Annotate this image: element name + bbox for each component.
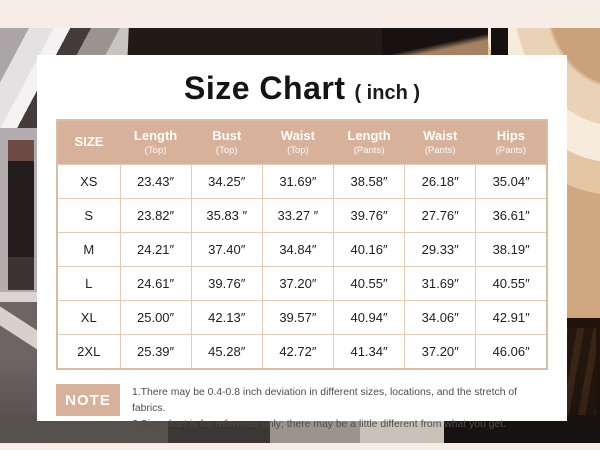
- measurement-cell: 35.83 ″: [190, 198, 263, 233]
- measurement-cell: 24.61″: [119, 266, 192, 301]
- measurement-cell: 38.58″: [332, 164, 406, 199]
- column-header: Hips (Pants): [475, 120, 547, 165]
- measurement-cell: 31.69″: [261, 164, 334, 199]
- measurement-cell: 37.20″: [404, 334, 477, 370]
- door-step-photo: [0, 292, 42, 302]
- size-label-cell: XS: [56, 164, 121, 199]
- column-header: Waist (Pants): [404, 120, 476, 165]
- measurement-cell: 40.94″: [332, 300, 406, 335]
- measurement-cell: 24.21″: [119, 232, 192, 267]
- measurement-cell: 37.40″: [190, 232, 263, 267]
- size-label-cell: S: [56, 198, 121, 233]
- measurement-cell: 36.61″: [475, 198, 548, 233]
- size-label-cell: L: [56, 266, 121, 301]
- measurement-cell: 39.57″: [261, 300, 334, 335]
- note-section: NOTE 1.There may be 0.4-0.8 inch deviati…: [56, 384, 549, 433]
- size-chart-table: SIZE Length (Top) Bust (Top) Waist (Top) Length…: [56, 119, 548, 370]
- title-text: Size Chart: [183, 70, 346, 106]
- measurement-cell: 25.39″: [119, 334, 192, 370]
- measurement-cell: 42.91″: [475, 300, 548, 335]
- measurement-cell: 41.34″: [332, 334, 406, 370]
- measurement-cell: 33.27 ″: [261, 198, 334, 233]
- size-table-body: XS 23.43″ 34.25″ 31.69″ 38.58″ 26.18″ 35.04″ S 2…: [56, 164, 548, 370]
- note-line: 1.There may be 0.4-0.8 inch deviation in…: [132, 387, 518, 415]
- title-unit-text: ( inch ): [354, 82, 421, 104]
- note-line: 2.Size chart is for reference only; ther…: [132, 419, 507, 431]
- measurement-cell: 38.19″: [475, 232, 548, 267]
- size-label-cell: M: [56, 232, 121, 267]
- size-chart-card: Size Chart ( inch ) SIZE Length (Top) Bust(…: [37, 55, 567, 430]
- measurement-cell: 40.55″: [475, 266, 548, 301]
- table-row: 2XL 25.39″ 45.28″ 42.72″ 41.34″ 37.20″ 46.06″: [56, 334, 548, 370]
- measurement-cell: 40.16″: [332, 232, 406, 267]
- measurement-cell: 27.76″: [404, 198, 477, 233]
- size-table-header-row: SIZE Length (Top) Bust (Top) Waist (Top) Length…: [57, 120, 547, 165]
- size-label-cell: 2XL: [56, 334, 121, 370]
- column-header: SIZE: [57, 120, 120, 165]
- table-row: S 23.82″ 35.83 ″ 33.27 ″ 39.76″ 27.76″ 36.61″: [56, 198, 548, 233]
- measurement-cell: 46.06″: [475, 334, 548, 370]
- measurement-cell: 37.20″: [261, 266, 334, 301]
- measurement-cell: 39.76″: [332, 198, 406, 233]
- measurement-cell: 23.82″: [119, 198, 192, 233]
- note-lines: 1.There may be 0.4-0.8 inch deviation in…: [132, 384, 549, 433]
- note-badge: NOTE: [56, 384, 120, 416]
- measurement-cell: 29.33″: [404, 232, 477, 267]
- column-header: Bust (Top): [191, 120, 263, 165]
- measurement-cell: 34.84″: [261, 232, 334, 267]
- measurement-cell: 39.76″: [190, 266, 263, 301]
- table-row: XL 25.00″ 42.13″ 39.57″ 40.94″ 34.06″ 42.91″: [56, 300, 548, 335]
- table-row: L 24.61″ 39.76″ 37.20″ 40.55″ 31.69″ 40.55″: [56, 266, 548, 301]
- measurement-cell: 40.55″: [332, 266, 406, 301]
- measurement-cell: 23.43″: [119, 164, 192, 199]
- column-header: Waist (Top): [262, 120, 334, 165]
- dark-door-photo: [8, 140, 34, 290]
- measurement-cell: 31.69″: [404, 266, 477, 301]
- measurement-cell: 34.06″: [404, 300, 477, 335]
- table-row: M 24.21″ 37.40″ 34.84″ 40.16″ 29.33″ 38.19″: [56, 232, 548, 267]
- measurement-cell: 42.72″: [261, 334, 334, 370]
- measurement-cell: 45.28″: [190, 334, 263, 370]
- measurement-cell: 35.04″: [475, 164, 548, 199]
- measurement-cell: 42.13″: [190, 300, 263, 335]
- measurement-cell: 26.18″: [404, 164, 477, 199]
- measurement-cell: 25.00″: [119, 300, 192, 335]
- size-label-cell: XL: [56, 300, 121, 335]
- measurement-cell: 34.25″: [190, 164, 263, 199]
- column-header: Length (Top): [120, 120, 192, 165]
- table-row: XS 23.43″ 34.25″ 31.69″ 38.58″ 26.18″ 35.04″: [56, 164, 548, 199]
- size-chart-title: Size Chart ( inch ): [37, 70, 567, 107]
- column-header: Length (Pants): [333, 120, 405, 165]
